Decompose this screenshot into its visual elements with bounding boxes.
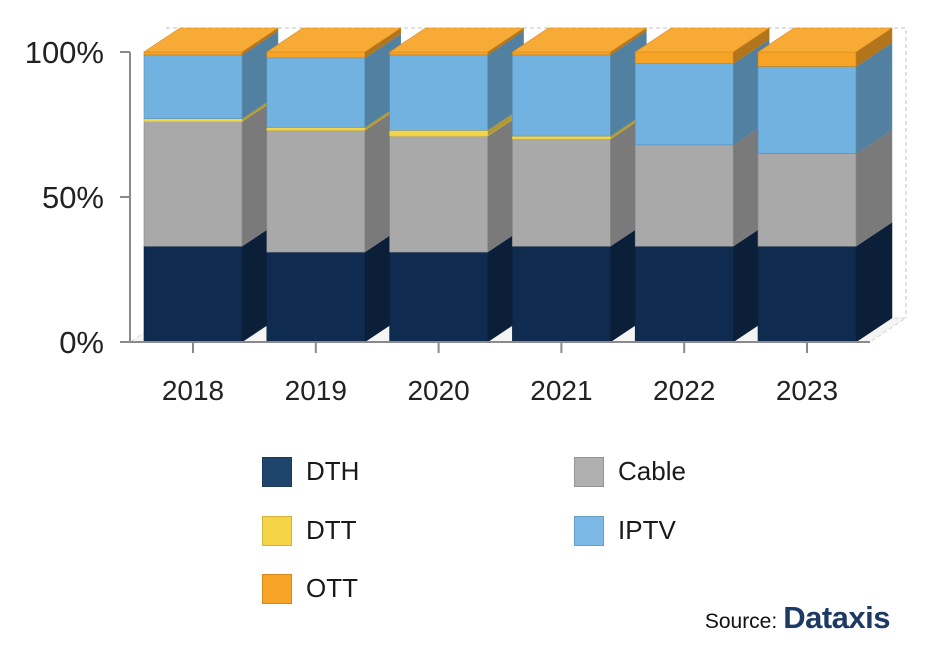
bar-stack-2020 xyxy=(388,27,525,343)
bar-top-2018 xyxy=(143,27,279,53)
bar-dtt-2021 xyxy=(512,135,611,140)
stacked-bar-chart: 0% 50% 100% 2018 2019 2020 2021 2022 2023 xyxy=(25,27,908,406)
legend-label-dth: DTH xyxy=(306,456,360,486)
legend: DTH Cable DTT IPTV OTT xyxy=(262,452,742,612)
bar-dtt-2020 xyxy=(389,130,488,137)
bar-iptv-2020 xyxy=(389,54,488,131)
y-tick-label-50: 50% xyxy=(42,180,104,215)
bar-iptv-2023 xyxy=(757,66,857,154)
legend-item-dth: DTH xyxy=(262,456,359,487)
x-tick-label-2023: 2023 xyxy=(776,375,838,406)
bar-stack-2022 xyxy=(634,27,771,343)
bar-dth-2021 xyxy=(512,246,611,343)
legend-item-cable: Cable xyxy=(574,456,686,487)
bar-iptv-2019 xyxy=(266,57,366,128)
legend-item-ott: OTT xyxy=(262,573,358,604)
bar-cable-2022 xyxy=(634,144,734,247)
bar-dth-2020 xyxy=(389,251,488,343)
bar-ott-2021 xyxy=(512,51,611,56)
bar-stack-2023 xyxy=(757,27,893,343)
legend-swatch-dtt xyxy=(262,515,292,546)
legend-swatch-iptv xyxy=(574,515,604,546)
source-credit: Source: Dataxis xyxy=(704,600,891,636)
bar-dth-2018 xyxy=(143,246,243,343)
y-tick-label-0: 0% xyxy=(59,325,104,360)
legend-swatch-dth xyxy=(262,456,292,487)
legend-label-dtt: DTT xyxy=(306,515,357,545)
bar-top-2020 xyxy=(388,27,525,53)
axes: 0% 50% 100% 2018 2019 2020 2021 2022 2023 xyxy=(25,35,870,406)
bar-cable-2020 xyxy=(389,135,488,253)
bar-iptv-2021 xyxy=(512,54,611,137)
bar-top-2019 xyxy=(265,27,402,53)
bar-top-2021 xyxy=(511,27,648,53)
bar-ott-2020 xyxy=(389,51,488,56)
legend-label-cable: Cable xyxy=(618,456,686,486)
legend-swatch-ott xyxy=(262,573,292,604)
bar-stack-2021 xyxy=(511,27,648,343)
legend-item-iptv: IPTV xyxy=(574,515,676,546)
legend-label-iptv: IPTV xyxy=(618,515,676,545)
x-tick-label-2021: 2021 xyxy=(530,375,592,406)
source-label: Source: xyxy=(704,610,778,633)
bar-stack-2019 xyxy=(265,27,402,343)
bar-ott-2022 xyxy=(634,51,734,64)
bar-ott-2023 xyxy=(757,51,857,67)
bar-top-2022 xyxy=(634,27,771,53)
legend-item-dtt: DTT xyxy=(262,515,357,546)
bar-dth-2019 xyxy=(266,251,366,343)
bar-top-2023 xyxy=(757,27,893,53)
x-tick-label-2019: 2019 xyxy=(285,375,347,406)
bar-dtt-2018 xyxy=(143,118,243,122)
bar-cable-2018 xyxy=(143,121,243,247)
bar-iptv-2022 xyxy=(634,63,734,146)
y-tick-label-100: 100% xyxy=(25,35,104,70)
bar-iptv-2018 xyxy=(143,54,243,120)
back-wall-outline xyxy=(166,27,907,318)
bar-ott-2018 xyxy=(143,51,243,56)
legend-label-ott: OTT xyxy=(306,573,358,603)
bar-ott-2019 xyxy=(266,51,366,59)
bar-dth-2023 xyxy=(757,246,857,343)
bar-cable-2023 xyxy=(757,153,857,247)
x-tick-label-2018: 2018 xyxy=(162,375,224,406)
bar-cable-2019 xyxy=(266,130,366,253)
bar-dtt-2019 xyxy=(266,127,366,131)
chart-area: 0% 50% 100% 2018 2019 2020 2021 2022 2023 xyxy=(25,27,908,406)
bar-cable-2021 xyxy=(512,138,611,247)
legend-swatch-cable xyxy=(574,456,604,487)
x-tick-label-2022: 2022 xyxy=(653,375,715,406)
bar-dth-2022 xyxy=(634,246,734,343)
x-tick-label-2020: 2020 xyxy=(407,375,469,406)
dataxis-logo: Dataxis xyxy=(783,600,890,635)
bars xyxy=(143,27,893,343)
bar-stack-2018 xyxy=(143,27,279,343)
